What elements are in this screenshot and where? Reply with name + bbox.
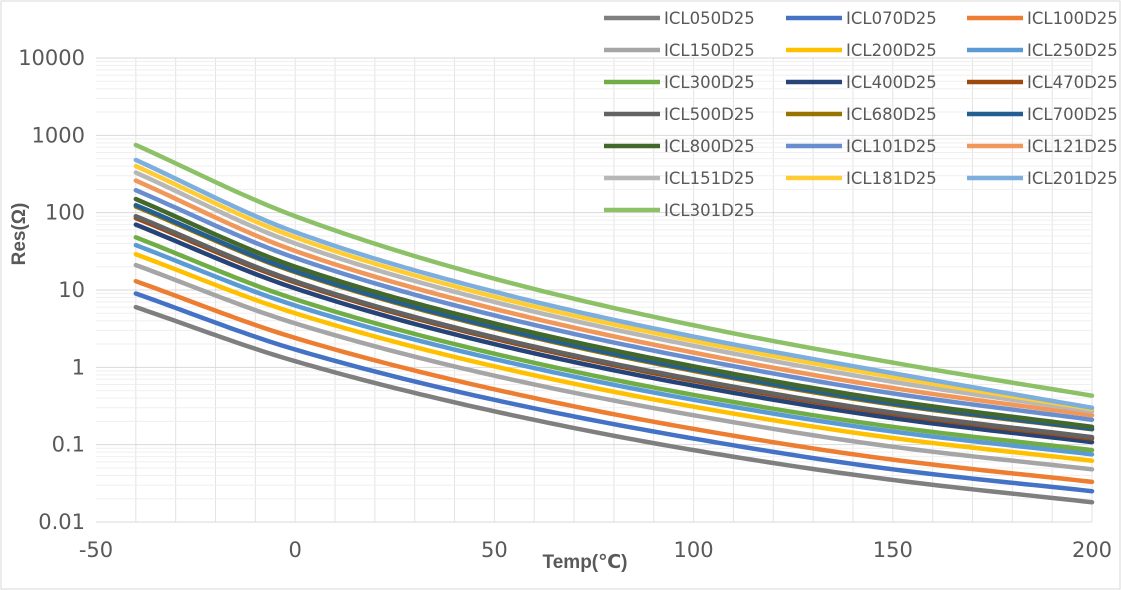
series-line-icl300d25 (133, 235, 1095, 453)
legend-item-icl181d25: ICL181D25 (786, 169, 937, 188)
legend-item-icl250d25: ICL250D25 (967, 41, 1118, 60)
series-line-icl400d25 (133, 222, 1095, 445)
legend-item-icl201d25: ICL201D25 (967, 169, 1118, 188)
y-axis-title: Res(Ω) (9, 203, 30, 266)
legend-item-icl100d25: ICL100D25 (967, 9, 1118, 28)
legend: ICL050D25 ICL070D25 ICL100D25 ICL150D25 ICL2… (604, 9, 1118, 220)
series-line-icl500d25 (133, 213, 1095, 440)
legend-item-icl121d25: ICL121D25 (967, 137, 1118, 156)
series-line-icl800d25 (133, 196, 1095, 430)
y-tick-label: 0.01 (38, 510, 85, 534)
y-tick-label: 10 (58, 278, 85, 302)
plot-series (133, 142, 1095, 505)
series-line-icl121d25 (133, 178, 1095, 418)
legend-label: ICL151D25 (664, 169, 755, 188)
legend-item-icl300d25: ICL300D25 (604, 73, 755, 92)
legend-item-icl101d25: ICL101D25 (786, 137, 937, 156)
legend-label: ICL680D25 (846, 105, 937, 124)
legend-label: ICL050D25 (664, 9, 755, 28)
legend-item-icl050d25: ICL050D25 (604, 9, 755, 28)
legend-label: ICL150D25 (664, 41, 755, 60)
y-tick-labels: 0.01 0.1 1 10 100 1000 10000 (18, 46, 85, 534)
x-tick-label: 150 (873, 538, 913, 562)
series-line-icl201d25 (133, 157, 1095, 411)
y-tick-label: 100 (45, 201, 85, 225)
legend-label: ICL470D25 (1027, 73, 1118, 92)
series-line-icl181d25 (133, 163, 1095, 412)
legend-label: ICL250D25 (1027, 41, 1118, 60)
legend-item-icl500d25: ICL500D25 (604, 105, 755, 124)
legend-item-icl470d25: ICL470D25 (967, 73, 1118, 92)
x-tick-labels: -50 0 50 100 150 200 (79, 538, 1112, 562)
series-line-icl200d25 (133, 251, 1095, 463)
legend-label: ICL301D25 (664, 201, 755, 220)
legend-label: ICL700D25 (1027, 105, 1118, 124)
y-tick-label: 0.1 (52, 433, 85, 457)
legend-label: ICL070D25 (846, 9, 937, 28)
series-line-icl150d25 (133, 262, 1095, 472)
legend-item-icl680d25: ICL680D25 (786, 105, 937, 124)
x-tick-label: 0 (289, 538, 302, 562)
series-line-icl700d25 (133, 202, 1095, 432)
legend-item-icl151d25: ICL151D25 (604, 169, 755, 188)
legend-label: ICL100D25 (1027, 9, 1118, 28)
legend-item-icl400d25: ICL400D25 (786, 73, 937, 92)
series-line-icl100d25 (133, 278, 1095, 485)
legend-label: ICL101D25 (846, 137, 937, 156)
legend-label: ICL800D25 (664, 137, 755, 156)
legend-label: ICL200D25 (846, 41, 937, 60)
series-line-icl070d25 (133, 291, 1095, 494)
y-tick-label: 10000 (18, 46, 85, 70)
y-tick-label: 1 (72, 355, 85, 379)
legend-label: ICL300D25 (664, 73, 755, 92)
legend-label: ICL201D25 (1027, 169, 1118, 188)
legend-label: ICL500D25 (664, 105, 755, 124)
legend-label: ICL400D25 (846, 73, 937, 92)
legend-item-icl150d25: ICL150D25 (604, 41, 755, 60)
legend-item-icl700d25: ICL700D25 (967, 105, 1118, 124)
x-tick-label: 100 (674, 538, 714, 562)
legend-label: ICL181D25 (846, 169, 937, 188)
series-line-icl151d25 (133, 170, 1095, 414)
x-tick-label: 50 (481, 538, 508, 562)
x-tick-label: -50 (79, 538, 113, 562)
legend-item-icl200d25: ICL200D25 (786, 41, 937, 60)
series-line-icl301d25 (133, 142, 1095, 398)
series-line-icl050d25 (133, 304, 1095, 505)
y-tick-label: 1000 (32, 123, 85, 147)
series-line-icl101d25 (133, 187, 1095, 422)
x-tick-label: 200 (1072, 538, 1112, 562)
legend-item-icl800d25: ICL800D25 (604, 137, 755, 156)
legend-item-icl070d25: ICL070D25 (786, 9, 937, 28)
legend-item-icl301d25: ICL301D25 (604, 201, 755, 220)
legend-label: ICL121D25 (1027, 137, 1118, 156)
series-line-icl250d25 (133, 242, 1095, 457)
x-axis-title: Temp(℃) (543, 552, 628, 573)
